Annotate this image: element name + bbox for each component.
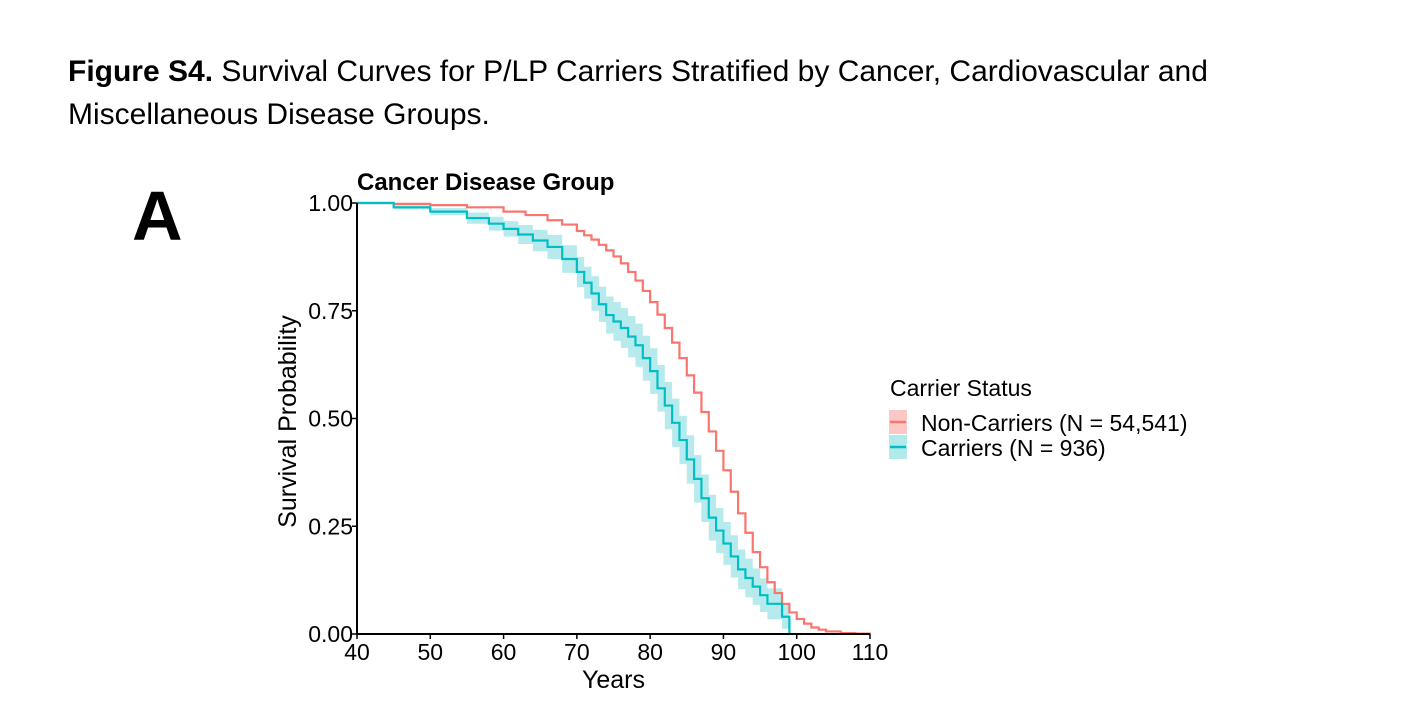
x-tick-label: 80	[637, 639, 663, 665]
legend-item: Non-Carriers (N = 54,541)	[889, 410, 1188, 436]
legend-label: Non-Carriers (N = 54,541)	[921, 410, 1188, 436]
survival-line-non-carriers	[357, 201, 872, 635]
legend-title: Carrier Status	[890, 375, 1032, 401]
axes	[356, 203, 870, 635]
survival-lines	[357, 201, 872, 635]
y-tick-label: 0.25	[308, 513, 353, 539]
legend-item: Carriers (N = 936)	[889, 435, 1106, 461]
confidence-band-non-carriers	[357, 203, 870, 634]
y-axis-title: Survival Probability	[274, 315, 302, 528]
x-tick-label: 110	[852, 639, 889, 665]
figure-caption: Figure S4. Survival Curves for P/LP Carr…	[68, 50, 1388, 136]
panel-letter: A	[132, 177, 183, 255]
x-tick-label: 70	[564, 639, 590, 665]
x-ticks: 40 50 60 70 80 90 100 110	[344, 634, 888, 665]
y-ticks: 0.00 0.25 0.50 0.75 1.00	[308, 190, 357, 647]
x-tick-label: 60	[491, 639, 517, 665]
y-tick-label: 0.50	[308, 406, 353, 432]
y-tick-label: 0.00	[308, 621, 353, 647]
confidence-bands	[357, 203, 870, 634]
x-tick-label: 100	[778, 639, 816, 665]
survival-line-carriers	[357, 201, 791, 634]
legend-label: Carriers (N = 936)	[921, 435, 1106, 461]
legend: Carrier Status Non-Carriers (N = 54,541)…	[889, 375, 1188, 461]
figure-caption-text: Survival Curves for P/LP Carriers Strati…	[68, 55, 1208, 131]
y-tick-label: 1.00	[308, 190, 353, 216]
x-axis-title: Years	[582, 666, 645, 694]
confidence-band-carriers	[357, 203, 790, 634]
y-tick-label: 0.75	[308, 298, 353, 324]
figure-caption-label: Figure S4.	[68, 55, 214, 88]
chart-title: Cancer Disease Group	[357, 169, 614, 196]
x-tick-label: 40	[344, 639, 370, 665]
x-tick-label: 50	[417, 639, 443, 665]
x-tick-label: 90	[711, 639, 737, 665]
